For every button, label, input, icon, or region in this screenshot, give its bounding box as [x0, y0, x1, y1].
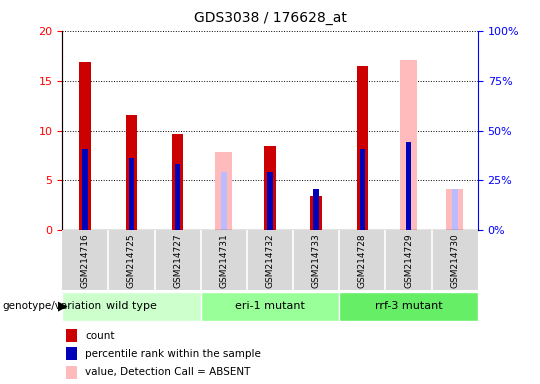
Text: GSM214727: GSM214727 — [173, 233, 182, 288]
Text: GSM214725: GSM214725 — [127, 233, 136, 288]
Bar — [66, 329, 77, 342]
Bar — [264, 146, 276, 230]
Text: percentile rank within the sample: percentile rank within the sample — [85, 349, 261, 359]
Bar — [446, 189, 463, 230]
Bar — [356, 66, 368, 230]
Bar — [66, 348, 77, 361]
Bar — [62, 292, 201, 321]
Text: eri-1 mutant: eri-1 mutant — [235, 301, 305, 311]
Bar — [79, 62, 91, 230]
Bar — [126, 114, 137, 230]
Text: GDS3038 / 176628_at: GDS3038 / 176628_at — [193, 11, 347, 25]
Bar — [172, 134, 184, 230]
Bar — [339, 292, 478, 321]
Bar — [400, 60, 417, 230]
Text: GSM214731: GSM214731 — [219, 233, 228, 288]
Bar — [215, 152, 232, 230]
Bar — [452, 189, 457, 230]
Text: GSM214729: GSM214729 — [404, 233, 413, 288]
Bar — [313, 189, 319, 230]
Text: GSM214732: GSM214732 — [266, 233, 274, 288]
Bar — [83, 149, 88, 230]
Text: wild type: wild type — [106, 301, 157, 311]
Bar — [267, 172, 273, 230]
Bar — [66, 366, 77, 379]
Text: GSM214728: GSM214728 — [358, 233, 367, 288]
Bar — [406, 142, 411, 230]
Text: count: count — [85, 331, 114, 341]
Bar — [201, 292, 339, 321]
Text: GSM214730: GSM214730 — [450, 233, 460, 288]
Text: ▶: ▶ — [58, 300, 68, 313]
Text: rrf-3 mutant: rrf-3 mutant — [375, 301, 442, 311]
Bar — [221, 172, 227, 230]
Bar — [129, 157, 134, 230]
Bar — [360, 149, 365, 230]
Text: GSM214733: GSM214733 — [312, 233, 321, 288]
Text: genotype/variation: genotype/variation — [3, 301, 102, 311]
Bar — [310, 197, 322, 230]
Bar — [175, 164, 180, 230]
Text: value, Detection Call = ABSENT: value, Detection Call = ABSENT — [85, 367, 251, 377]
Text: GSM214716: GSM214716 — [80, 233, 90, 288]
